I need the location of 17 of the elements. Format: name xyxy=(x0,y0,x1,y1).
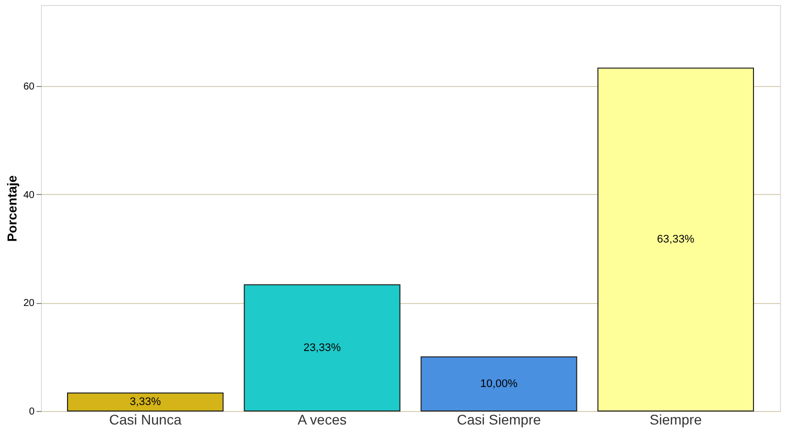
x-tick-label: Casi Siempre xyxy=(456,412,542,428)
bar xyxy=(244,284,400,412)
y-tick-label: 40 xyxy=(23,190,35,201)
data-label: 3,33% xyxy=(130,396,162,408)
bar xyxy=(597,68,754,412)
y-tick-label: 60 xyxy=(23,82,35,93)
y-tick-label: 20 xyxy=(23,298,35,310)
y-axis-title: Porcentaje xyxy=(4,175,20,242)
x-tick-label: Casi Nunca xyxy=(109,412,182,428)
bar xyxy=(420,356,578,412)
bar xyxy=(67,392,224,412)
x-tick-label: Siempre xyxy=(650,412,702,428)
data-label: 23,33% xyxy=(303,342,341,354)
data-label: 10,00% xyxy=(480,378,518,390)
y-tick-label: 0 xyxy=(28,406,35,418)
data-label: 63,33% xyxy=(657,234,695,246)
x-tick-label: A veces xyxy=(298,412,347,428)
